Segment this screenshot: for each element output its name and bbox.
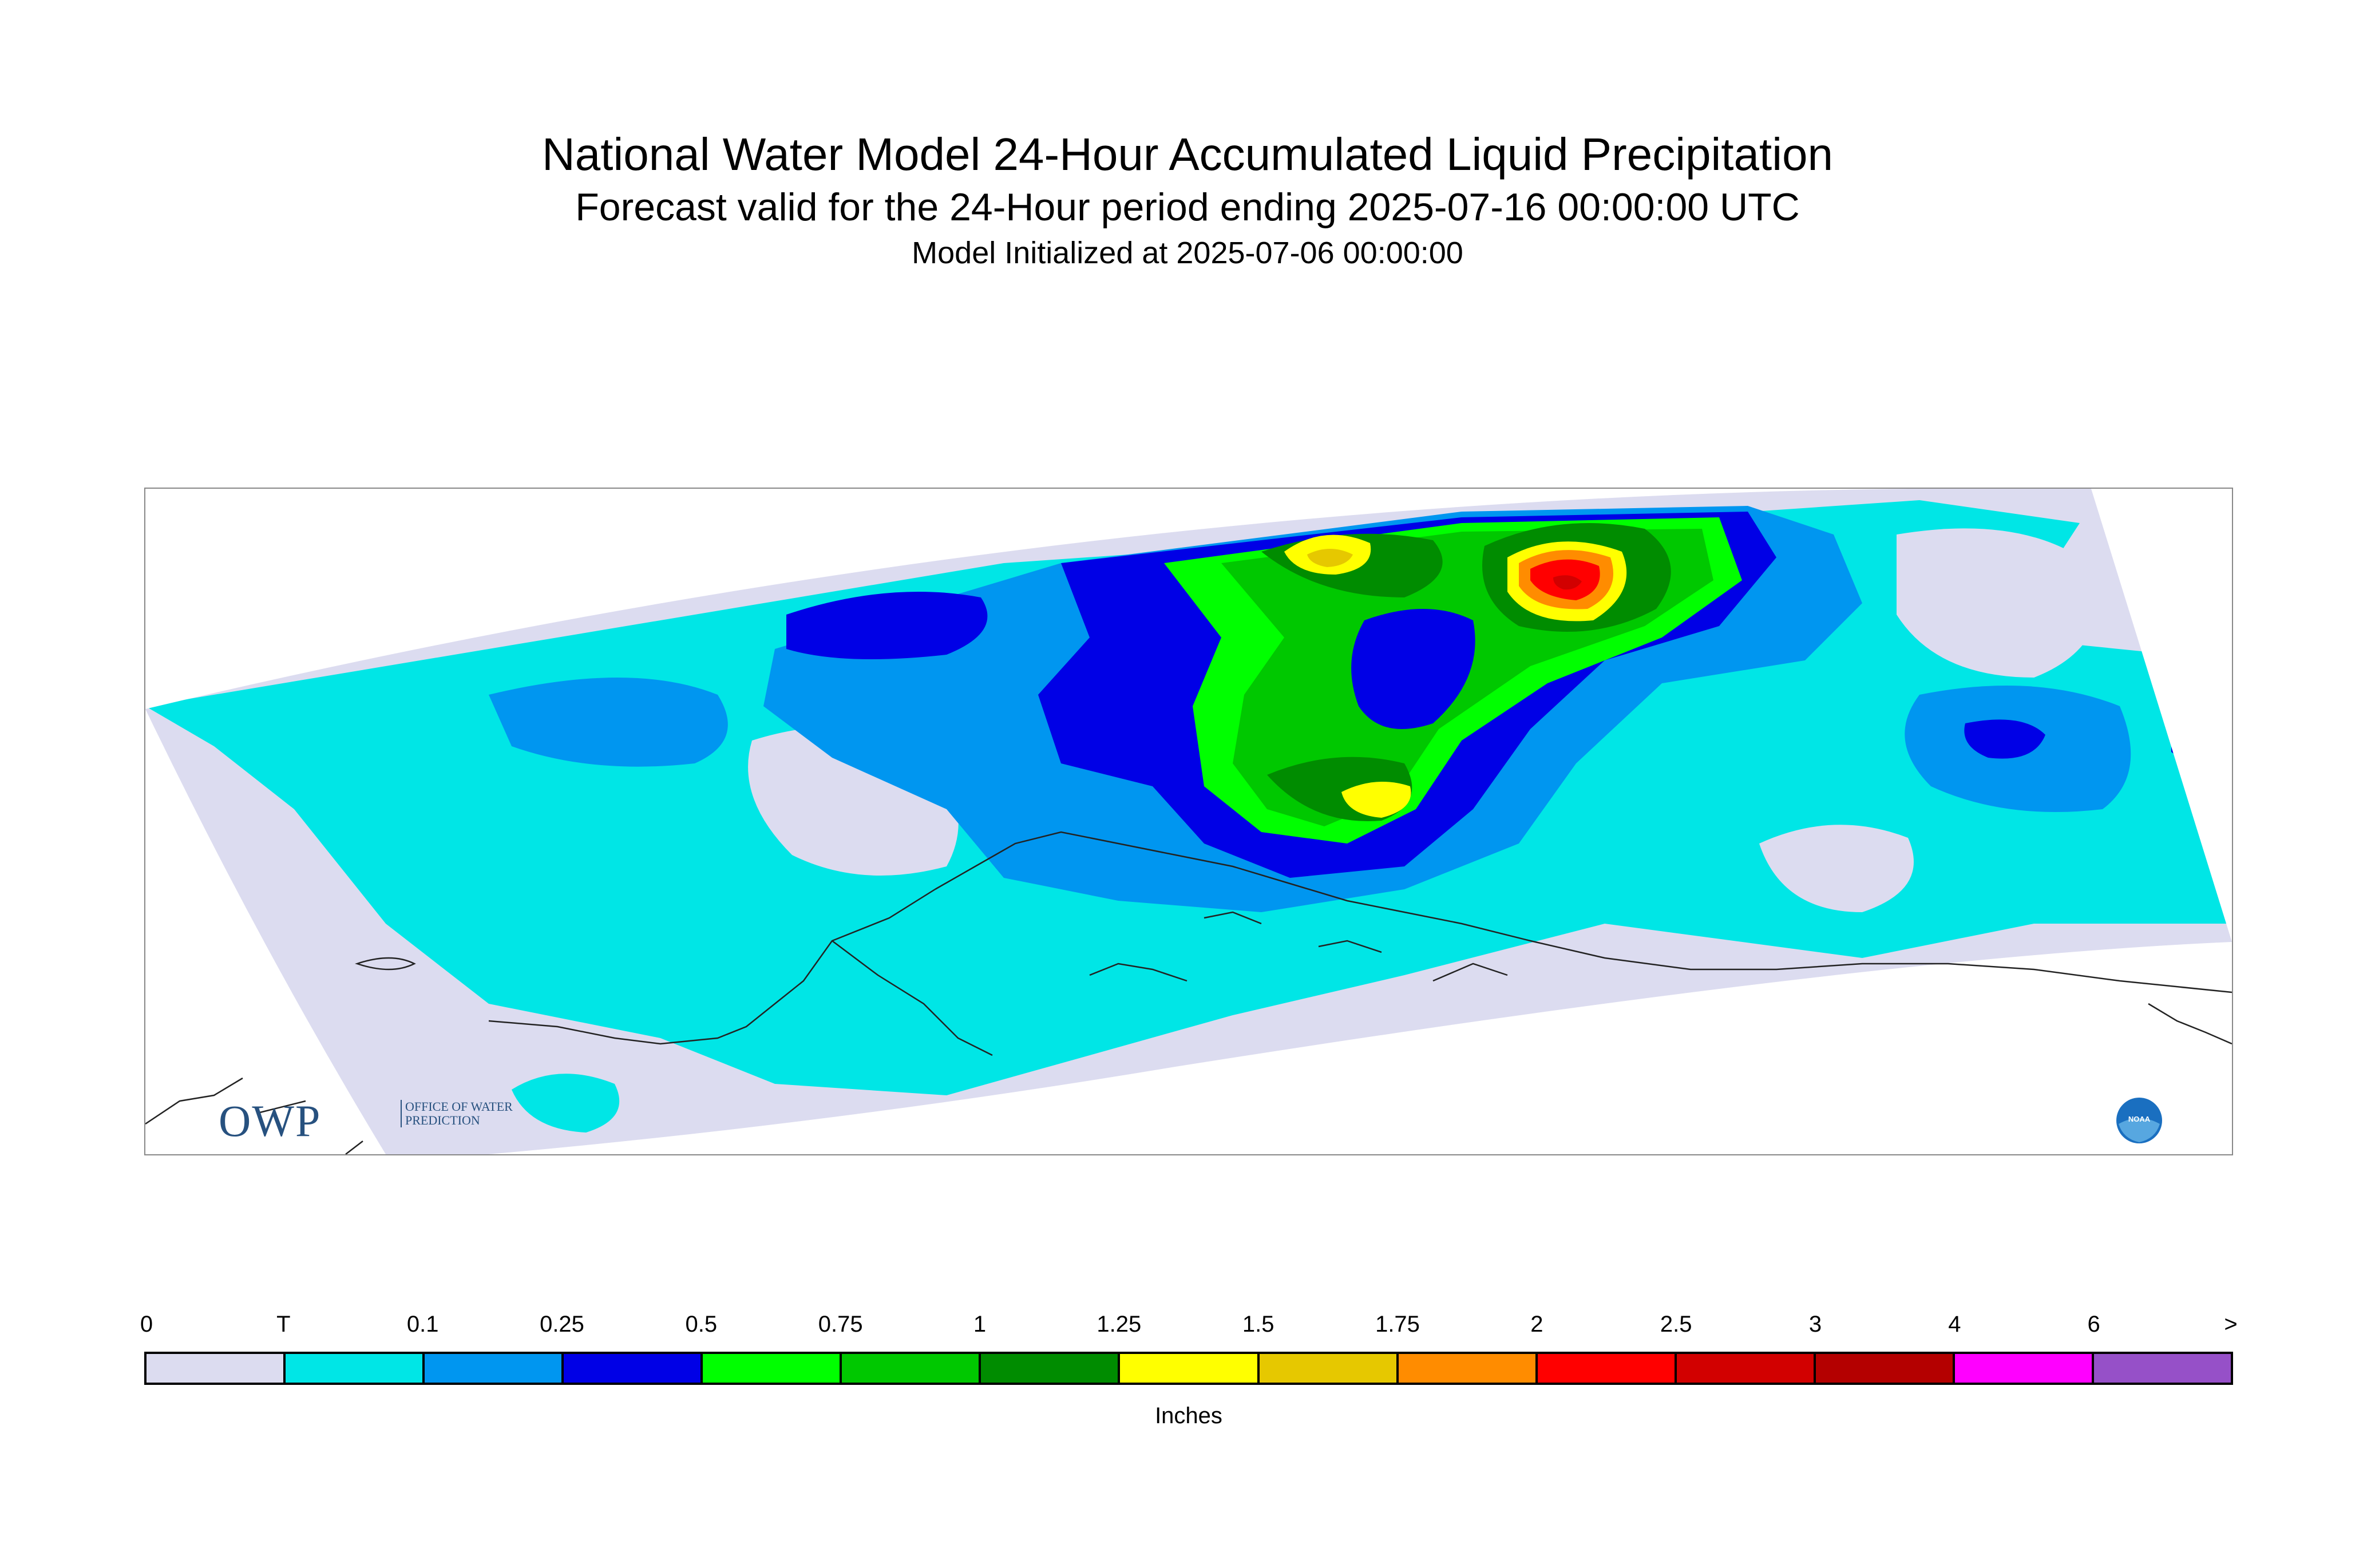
legend-swatch (1815, 1354, 1955, 1383)
legend-swatch (1537, 1354, 1677, 1383)
map-panel: OWP Office of Water Prediction NOAA (144, 488, 2233, 1155)
legend-tick-label: T (276, 1312, 291, 1337)
precip-region-east-edge (2171, 723, 2232, 775)
map-title: National Water Model 24-Hour Accumulated… (542, 129, 1833, 180)
legend-swatch (1259, 1354, 1399, 1383)
legend-tick-label: 0.25 (540, 1312, 584, 1337)
precip-region-light-blue-west (489, 678, 728, 767)
precip-region-dark-blue-west (786, 592, 988, 659)
legend-swatch (981, 1354, 1121, 1383)
legend-swatch (1954, 1354, 2094, 1383)
legend-tick-label: > (2224, 1312, 2238, 1337)
legend-tick-label: 1.5 (1242, 1312, 1274, 1337)
owp-logo-letters: OWP (219, 1096, 322, 1146)
legend-swatch (1398, 1354, 1538, 1383)
legend-tick-label: 6 (2087, 1312, 2100, 1337)
model-init-line: Model Initialized at 2025-07-06 00:00:00 (912, 236, 1463, 270)
legend-swatch (286, 1354, 425, 1383)
map-subtitle: Forecast valid for the 24-Hour period en… (575, 185, 1800, 229)
coastline-east-border (2148, 1003, 2232, 1045)
color-legend: 0 T 0.1 0.25 0.5 0.75 1 1.25 1.5 1.75 2 2.5 3 4 6 > Inc… (140, 1310, 2238, 1471)
coastline-west (488, 888, 936, 1045)
precip-region-dark-blue-pocket (1351, 609, 1475, 729)
legend-swatch (703, 1354, 842, 1383)
precip-region-gold (1307, 549, 1353, 567)
legend-swatch (842, 1354, 981, 1383)
legend-swatch (564, 1354, 703, 1383)
legend-swatch (1676, 1354, 1816, 1383)
noaa-logo: NOAA (2116, 1098, 2162, 1143)
legend-tick-label: 0.5 (685, 1312, 718, 1337)
legend-swatch (147, 1354, 286, 1383)
coastline-islands (1089, 911, 1508, 982)
precip-region-trace-south (512, 1074, 620, 1133)
legend-tick-label: 0.1 (406, 1312, 439, 1337)
legend-tick-label: 4 (1948, 1312, 1961, 1337)
legend-swatch (1120, 1354, 1260, 1383)
coastline-island-west (355, 957, 416, 971)
coastline-southwest (145, 1077, 363, 1154)
owp-logo-office: Office of Water Prediction (401, 1100, 520, 1127)
precip-region-yellow-south (1341, 782, 1411, 818)
legend-tick-label: 3 (1808, 1312, 1822, 1337)
precipitation-map (145, 489, 2232, 1154)
legend-tick-label: 0 (140, 1312, 153, 1337)
legend-swatch (2093, 1354, 2231, 1383)
legend-swatch (425, 1354, 564, 1383)
noaa-logo-text: NOAA (2128, 1115, 2151, 1123)
legend-tick-label: 0.75 (818, 1312, 863, 1337)
precip-region-east-edge-green (2188, 738, 2232, 758)
legend-tick-label: 2.5 (1660, 1312, 1692, 1337)
dry-patch-southeast (1759, 825, 1914, 912)
precip-region-dark-red (1553, 575, 1582, 590)
legend-tick-label: 1.75 (1375, 1312, 1420, 1337)
legend-units: Inches (1155, 1403, 1222, 1428)
coastline-layer (145, 831, 2232, 1154)
legend-tick-label: 2 (1530, 1312, 1543, 1337)
coastline-peninsula (832, 940, 993, 1056)
dry-patch-east (1897, 528, 2103, 678)
legend-tick-label: 1 (973, 1312, 987, 1337)
precip-region-dark-blue-east (1964, 719, 2045, 759)
legend-tick-label: 1.25 (1097, 1312, 1142, 1337)
coastline-mainland (935, 831, 2232, 993)
legend-colorbar (144, 1352, 2233, 1385)
